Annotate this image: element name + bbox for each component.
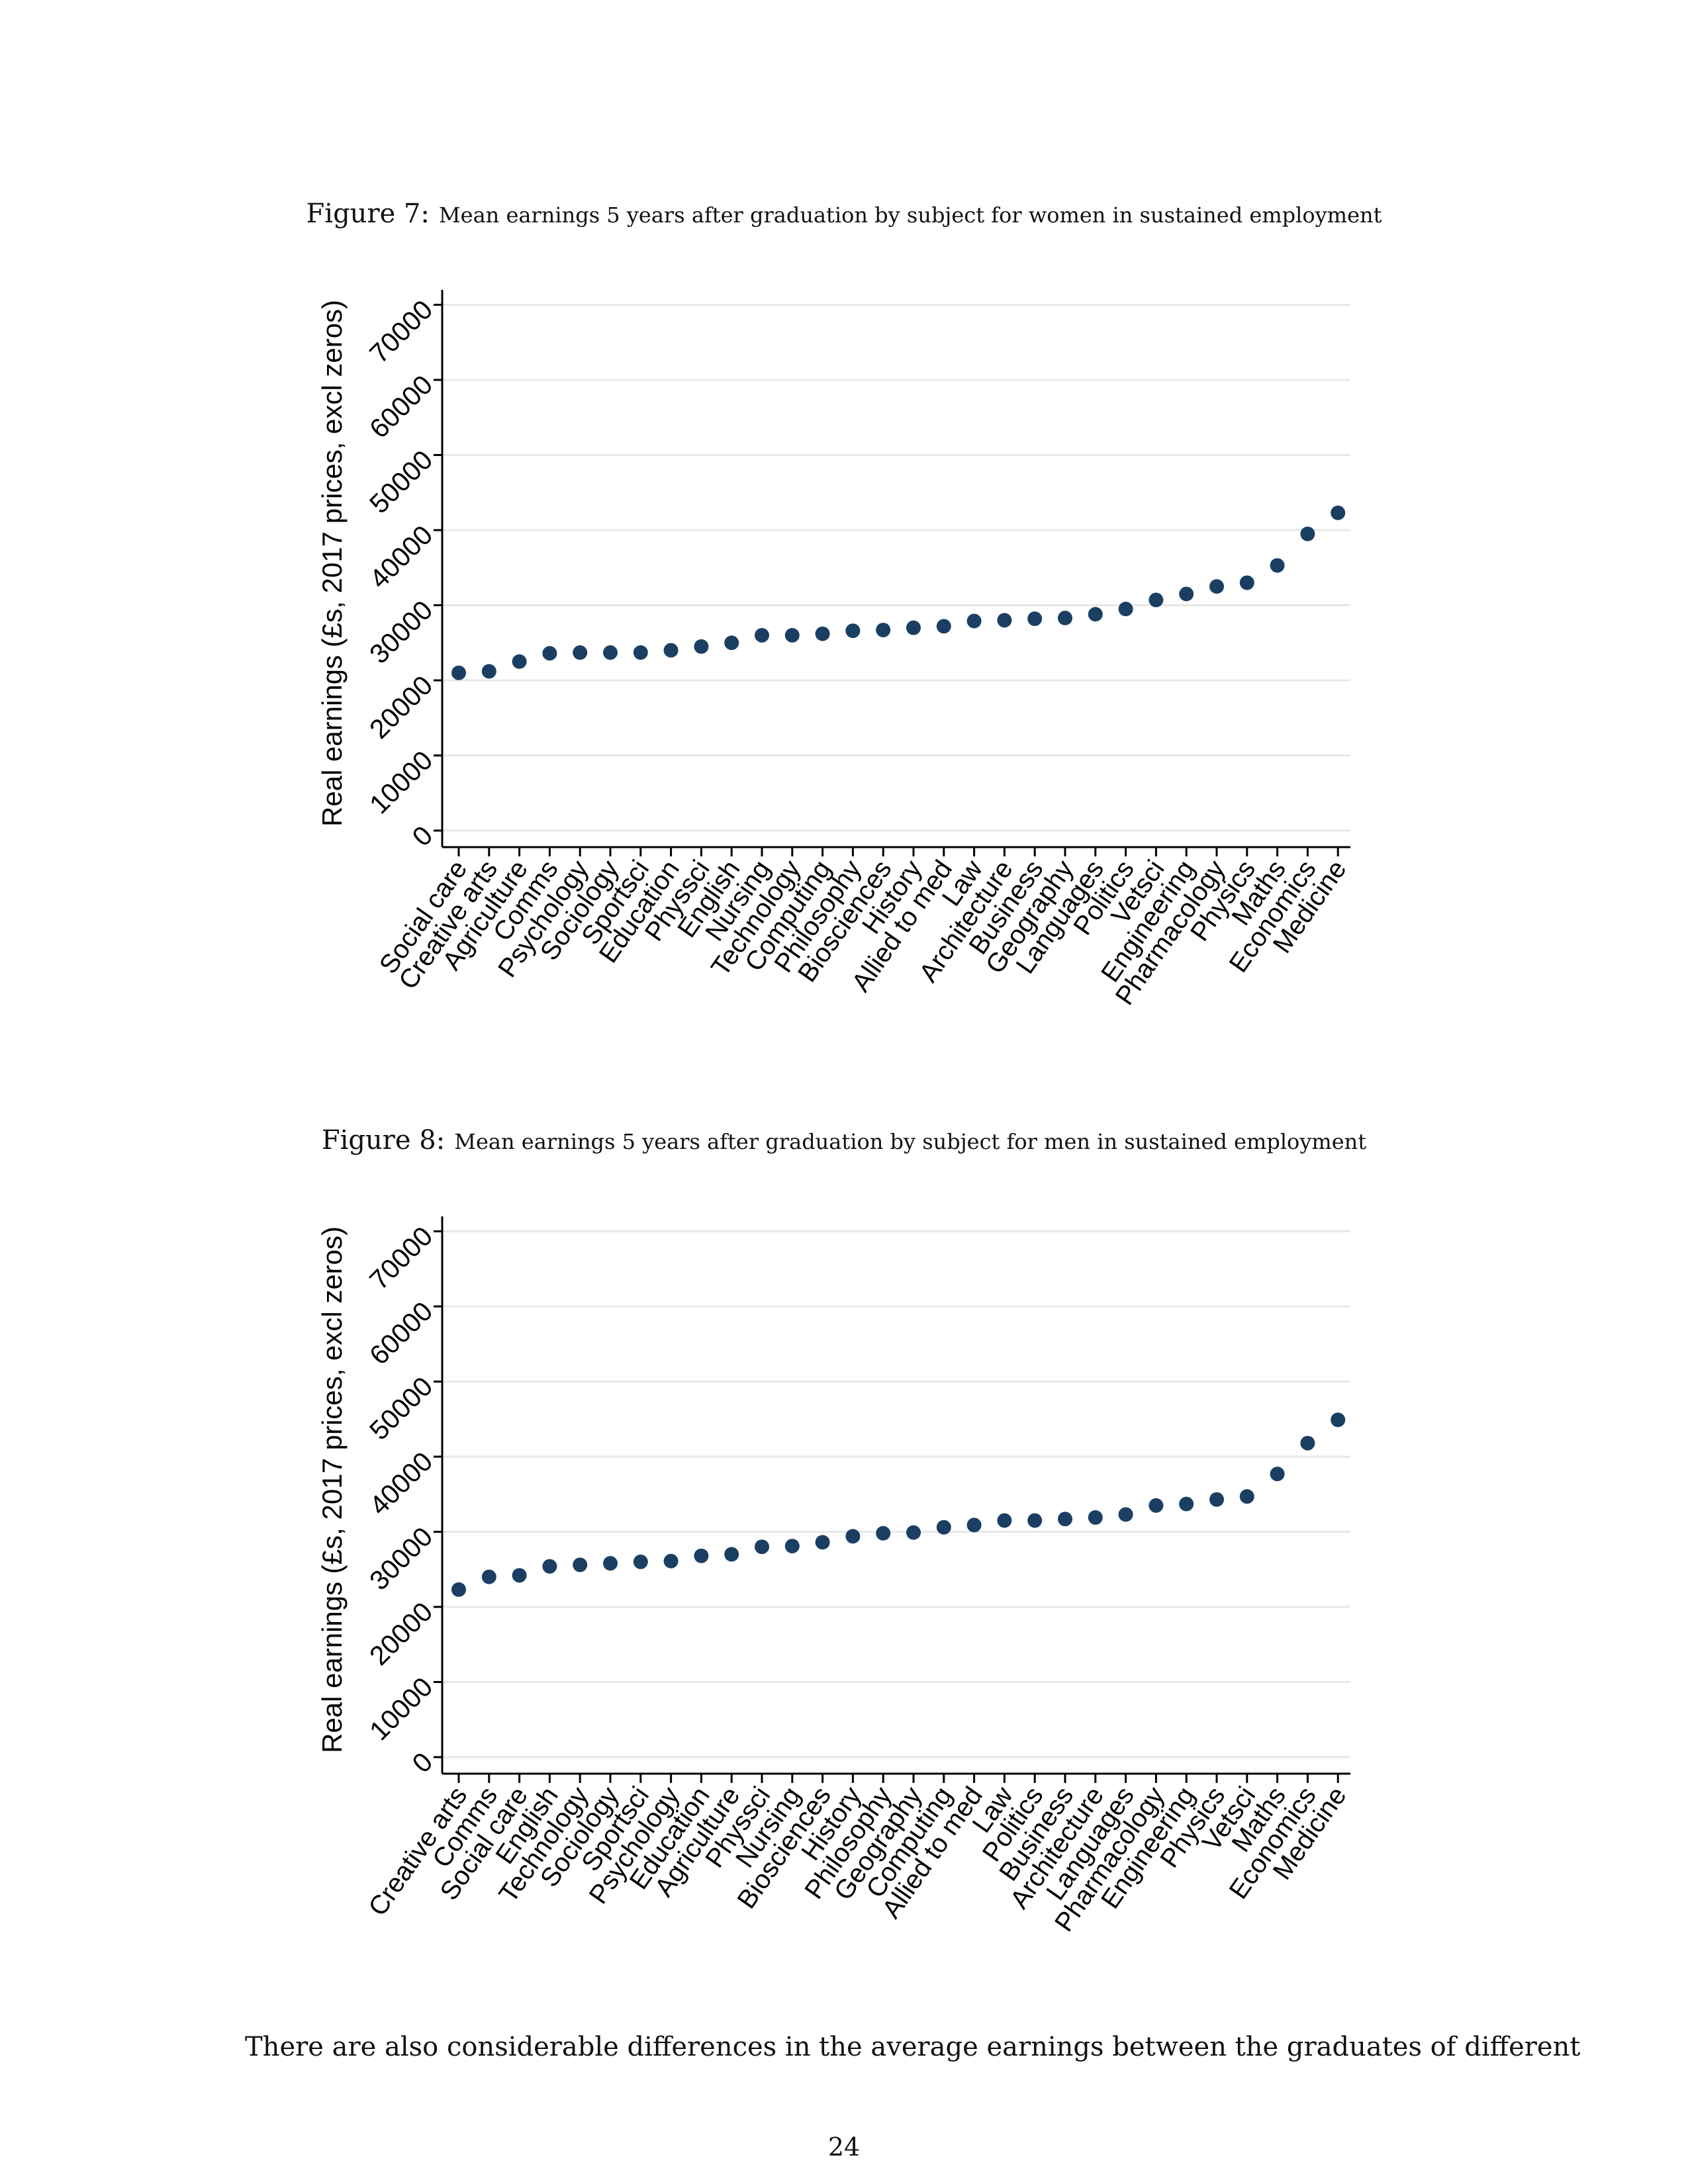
fig8-y-tick-label: 60000 xyxy=(363,1296,438,1371)
fig7-data-point xyxy=(815,626,830,641)
fig7-y-axis-title: Real earnings (£s, 2017 prices, excl zer… xyxy=(316,300,348,827)
figure-8-label: Figure 8: xyxy=(321,1125,445,1156)
fig7-data-point xyxy=(724,635,739,651)
fig8-data-point xyxy=(573,1557,588,1572)
fig8-y-tick-label: 40000 xyxy=(363,1446,438,1521)
fig7-y-tick-label: 40000 xyxy=(363,520,438,594)
fig8-data-point xyxy=(997,1513,1012,1528)
fig7-data-point xyxy=(542,646,557,661)
fig8-data-point xyxy=(815,1535,830,1550)
fig7-data-point xyxy=(784,627,800,643)
fig8-data-point xyxy=(1088,1510,1103,1525)
figure-7-caption: Figure 7: Mean earnings 5 years after gra… xyxy=(0,199,1688,229)
fig7-y-tick-label: 10000 xyxy=(363,745,438,819)
fig8-data-point xyxy=(936,1520,951,1535)
fig8-y-axis-title: Real earnings (£s, 2017 prices, excl zer… xyxy=(316,1226,348,1753)
fig7-data-point xyxy=(997,613,1012,628)
fig7-y-tick-label: 30000 xyxy=(363,594,438,669)
fig8-data-point xyxy=(966,1518,982,1533)
fig7-data-point xyxy=(1209,579,1224,594)
fig8-data-point xyxy=(845,1529,861,1544)
fig8-data-point xyxy=(1239,1489,1254,1504)
fig8-y-tick-label: 30000 xyxy=(363,1521,438,1596)
fig8-y-tick-label: 50000 xyxy=(363,1371,438,1445)
fig8-data-point xyxy=(481,1569,496,1584)
fig8-data-point xyxy=(1270,1467,1285,1482)
fig8-data-point xyxy=(451,1582,466,1597)
figure-8-caption-text: Mean earnings 5 years after graduation b… xyxy=(454,1129,1367,1154)
fig8-data-point xyxy=(1118,1507,1133,1522)
fig8-data-point xyxy=(876,1525,891,1541)
fig7-data-point xyxy=(481,664,496,679)
fig7-data-point xyxy=(573,645,588,660)
fig7-y-tick-label: 70000 xyxy=(363,294,438,369)
fig8-data-point xyxy=(663,1553,679,1569)
fig7-y-tick-label: 50000 xyxy=(363,444,438,519)
fig8-data-point xyxy=(633,1554,648,1569)
fig7-data-point xyxy=(845,623,861,639)
figure-7-caption-text: Mean earnings 5 years after graduation b… xyxy=(438,203,1382,228)
fig7-data-point xyxy=(1331,505,1346,520)
fig7-data-point xyxy=(694,639,709,654)
fig8-data-point xyxy=(542,1559,557,1574)
fig8-data-point xyxy=(512,1568,527,1583)
fig8-data-point xyxy=(1149,1498,1164,1513)
fig7-data-point xyxy=(633,645,648,660)
fig7-data-point xyxy=(966,614,982,629)
fig8-y-tick-label: 70000 xyxy=(363,1220,438,1295)
fig8-data-point xyxy=(784,1539,800,1554)
fig8-data-point xyxy=(1300,1435,1315,1451)
fig7-data-point xyxy=(936,619,951,634)
fig8-y-tick-label: 0 xyxy=(406,1747,439,1779)
fig7-data-point xyxy=(1118,602,1133,617)
fig7-y-tick-label: 60000 xyxy=(363,369,438,444)
page-number: 24 xyxy=(827,2132,861,2161)
body-paragraph: There are also considerable differences … xyxy=(245,2032,1581,2062)
fig8-data-point xyxy=(1058,1512,1072,1527)
fig7-y-tick-label: 20000 xyxy=(363,670,438,745)
figure-8-caption: Figure 8: Mean earnings 5 years after gra… xyxy=(0,1125,1688,1156)
figure-7-label: Figure 7: xyxy=(306,199,430,229)
fig7-data-point xyxy=(603,645,618,660)
fig7-data-point xyxy=(1027,611,1043,626)
fig7-data-point xyxy=(451,665,466,680)
fig7-data-point xyxy=(1270,558,1285,573)
fig8-y-tick-label: 20000 xyxy=(363,1596,438,1671)
fig8-data-point xyxy=(1027,1513,1043,1528)
fig8-data-point xyxy=(906,1525,921,1540)
fig7-data-point xyxy=(906,620,921,635)
fig8-data-point xyxy=(1209,1492,1224,1507)
fig8-data-point xyxy=(1179,1496,1194,1512)
fig7-data-point xyxy=(1058,610,1072,625)
fig8-data-point xyxy=(1331,1412,1346,1428)
fig8-data-point xyxy=(694,1548,709,1563)
fig7-data-point xyxy=(1179,586,1194,602)
fig8-data-point xyxy=(724,1547,739,1562)
fig7-data-point xyxy=(1149,592,1164,608)
fig8-data-point xyxy=(603,1556,618,1571)
fig7-data-point xyxy=(876,622,891,637)
fig7-data-point xyxy=(1088,607,1103,622)
fig8-data-point xyxy=(755,1539,769,1555)
fig7-data-point xyxy=(1239,575,1254,590)
fig7-data-point xyxy=(512,654,527,669)
fig7-data-point xyxy=(1300,526,1315,541)
fig7-y-tick-label: 0 xyxy=(406,820,439,852)
fig8-y-tick-label: 10000 xyxy=(363,1671,438,1746)
fig7-data-point xyxy=(755,627,769,643)
fig7-data-point xyxy=(663,643,679,658)
